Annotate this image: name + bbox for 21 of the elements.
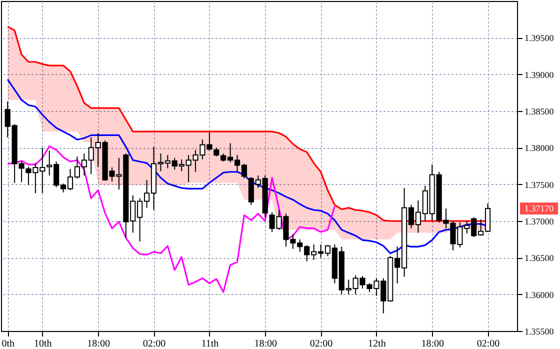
x-tick-label: 11th [201, 338, 219, 349]
x-tick-label: 02:00 [142, 338, 166, 349]
x-tick-label: 12th [368, 338, 386, 349]
y-tick-label: 1.38500 [524, 106, 554, 116]
x-tick-label: 02:00 [310, 338, 333, 349]
y-tick-label: 1.36000 [524, 290, 554, 300]
x-tick-label: 18:00 [87, 338, 110, 349]
x-tick-label: 18:00 [254, 338, 277, 349]
x-tick-label: 10th [34, 338, 52, 349]
x-tick-label: 02:00 [476, 338, 500, 349]
x-tick-label: 18:00 [421, 338, 444, 349]
y-tick-label: 1.36500 [524, 253, 554, 264]
text: 1.37170 [524, 204, 554, 214]
y-tick-label: 1.35500 [524, 326, 554, 336]
y-tick-label: 1.39000 [524, 70, 554, 80]
x-tick-label: 0th [2, 338, 14, 349]
line-series [6, 145, 336, 293]
y-tick-label: 1.39500 [524, 33, 554, 44]
y-tick-label: 1.37500 [524, 180, 554, 190]
y-tick-label: 1.38000 [524, 143, 554, 154]
y-tick-label: 1.37000 [524, 216, 554, 226]
